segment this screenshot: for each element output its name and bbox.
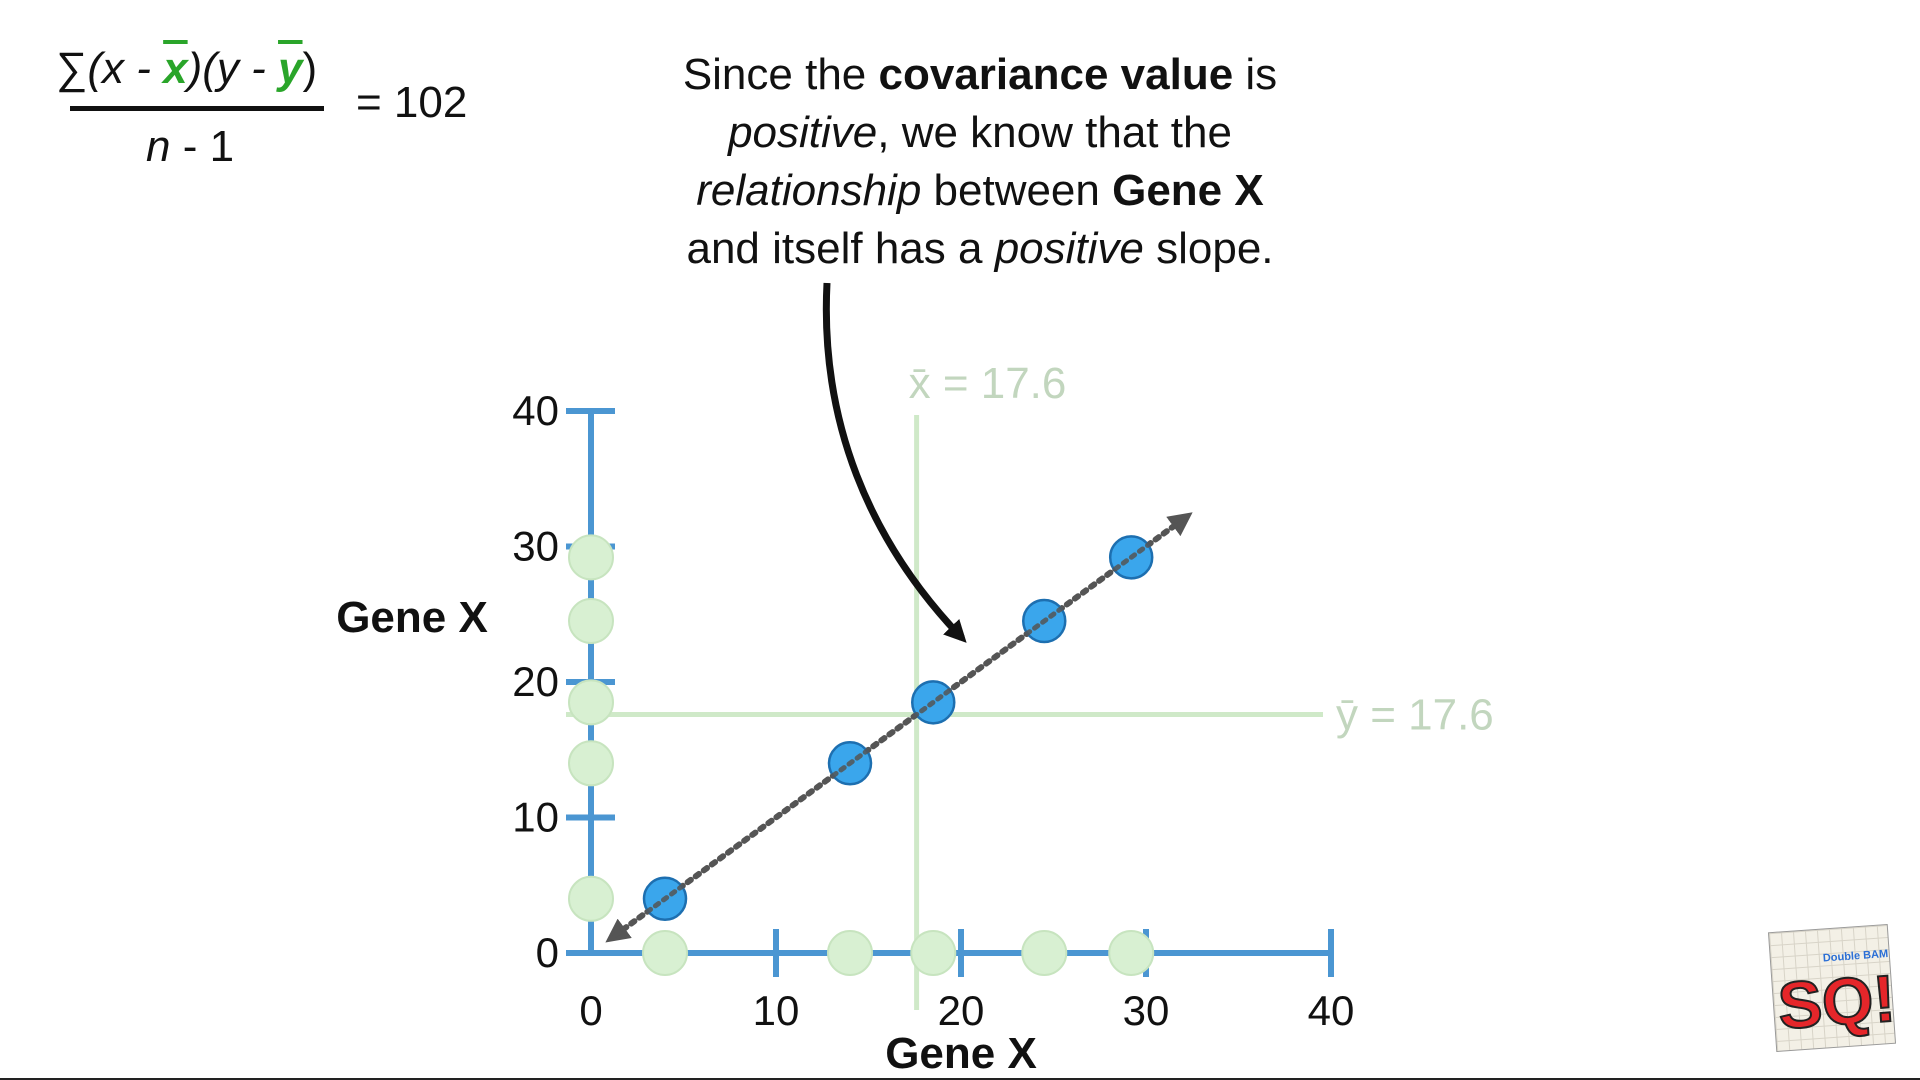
trend-line-overlay: [612, 516, 1186, 938]
y-mean-symbol: y: [278, 44, 303, 93]
y-tick-label: 0: [536, 929, 559, 976]
x-tick-label: 10: [753, 987, 800, 1034]
fraction-line: [70, 106, 324, 111]
sum-symbol: ∑: [56, 44, 88, 93]
annotation-italic-run: relationship: [696, 166, 922, 215]
formula-x-part: (x -: [87, 44, 164, 93]
annotation-text-run: between: [921, 166, 1113, 215]
x-projection-point: [1108, 930, 1155, 976]
annotation-bold-run: covariance value: [878, 50, 1234, 99]
annotation-line-1: Since the covariance value is: [600, 46, 1360, 104]
denominator-n: n: [146, 122, 171, 171]
x-projection-point: [1021, 930, 1068, 976]
annotation-text-run: slope.: [1143, 224, 1274, 273]
x-tick-label: 0: [579, 987, 602, 1034]
y-projection-point: [568, 875, 614, 922]
data-points: [612, 516, 1186, 938]
x-mean-symbol: x: [163, 44, 188, 93]
y-projection-point: [568, 598, 614, 645]
covariance-result: = 102: [356, 78, 468, 127]
y-mean-label: ȳ = 17.6: [1336, 691, 1494, 740]
y-projection-point: [568, 740, 614, 787]
annotation-text-run: is: [1233, 50, 1278, 99]
logo-tag: Double BAM!!: [1823, 948, 1896, 965]
annotation-line-3: relationship between Gene X: [600, 162, 1360, 220]
y-projection-point: [568, 534, 614, 581]
formula-mid-part: )(y -: [187, 44, 279, 93]
x-tick-label: 30: [1123, 987, 1170, 1034]
y-tick-label: 20: [512, 658, 559, 705]
denominator-rest: - 1: [170, 122, 235, 171]
annotation-text-run: and itself has a: [686, 224, 995, 273]
annotation-bold-run: Gene X: [1112, 166, 1264, 215]
y-tick-label: 10: [512, 794, 559, 841]
logo-letters: SQ!: [1776, 961, 1897, 1043]
statquest-logo: SQ! Double BAM!!: [1767, 923, 1897, 1053]
y-tick-label: 30: [512, 523, 559, 570]
annotation-italic-run: positive: [994, 224, 1144, 273]
formula-denominator: n - 1: [146, 122, 234, 172]
covariance-formula: ∑(x - x)(y - y) n - 1 = 102: [56, 44, 496, 174]
mean-lines: x̄ = 17.6 ȳ = 17.6: [566, 359, 1494, 1010]
x-projection-point: [827, 930, 873, 976]
frame-bottom-border: [0, 1078, 1920, 1080]
y-axis-title: Gene X: [336, 593, 488, 642]
annotation-italic-run: positive: [728, 108, 878, 157]
x-projection-point: [910, 930, 957, 976]
formula-close-paren: ): [302, 44, 318, 93]
callout-arrow: [822, 282, 967, 643]
x-tick-label: 20: [938, 987, 985, 1034]
annotation-text-run: , we know that the: [877, 108, 1232, 157]
annotation-line-2: positive, we know that the: [600, 104, 1360, 162]
y-projection-point: [568, 679, 614, 726]
axis-labels: Gene X Gene X: [336, 593, 1037, 1078]
x-projection-point: [642, 930, 688, 976]
y-tick-label: 40: [512, 387, 559, 434]
annotation-text: Since the covariance value is positive, …: [600, 46, 1360, 278]
formula-numerator: ∑(x - x)(y - y): [56, 44, 317, 94]
annotation-line-4: and itself has a positive slope.: [600, 220, 1360, 278]
x-tick-label: 40: [1308, 987, 1355, 1034]
x-axis-title: Gene X: [885, 1029, 1037, 1078]
x-mean-label: x̄ = 17.6: [909, 359, 1067, 408]
annotation-text-run: Since the: [682, 50, 879, 99]
